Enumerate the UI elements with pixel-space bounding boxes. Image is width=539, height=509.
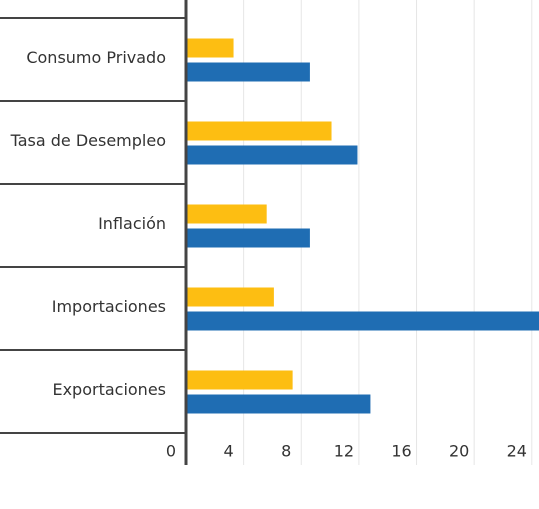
bar <box>186 394 371 414</box>
y-tick-label: Tasa de Desempleo <box>10 131 166 150</box>
bar <box>186 204 267 224</box>
x-tick-label: 24 <box>507 442 527 461</box>
x-tick-label: 8 <box>281 442 291 461</box>
y-tick-label: Inflación <box>98 214 166 233</box>
bar <box>186 311 539 331</box>
bar <box>186 121 332 141</box>
y-tick-label: Importaciones <box>52 297 166 316</box>
x-tick-label: 16 <box>391 442 411 461</box>
x-tick-label: 20 <box>449 442 469 461</box>
bar <box>186 287 274 307</box>
x-tick-label: 12 <box>334 442 354 461</box>
y-tick-label: Exportaciones <box>52 380 166 399</box>
y-tick-label: Consumo Privado <box>26 48 166 67</box>
bar <box>186 38 234 58</box>
x-tick-label: 0 <box>166 442 176 461</box>
bar <box>186 228 310 248</box>
x-tick-label: 4 <box>224 442 234 461</box>
bar <box>186 62 310 82</box>
bar <box>186 370 293 390</box>
bar <box>186 145 358 165</box>
